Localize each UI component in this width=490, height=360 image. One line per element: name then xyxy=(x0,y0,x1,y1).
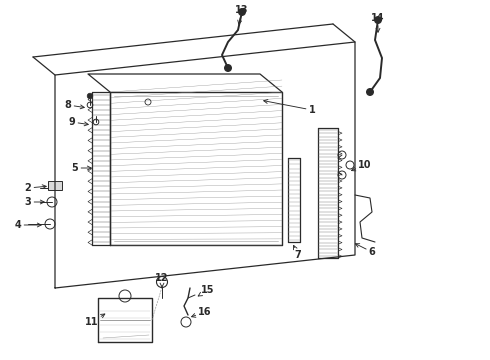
Circle shape xyxy=(224,64,232,72)
Text: 7: 7 xyxy=(294,246,301,260)
Text: 11: 11 xyxy=(85,314,105,327)
Text: 14: 14 xyxy=(371,13,385,32)
Text: 16: 16 xyxy=(192,307,212,317)
Text: 12: 12 xyxy=(155,273,169,287)
Text: 13: 13 xyxy=(235,5,249,24)
Circle shape xyxy=(238,8,246,16)
Text: 10: 10 xyxy=(351,160,372,171)
Text: 5: 5 xyxy=(72,163,91,173)
Circle shape xyxy=(366,88,374,96)
Text: 3: 3 xyxy=(24,197,44,207)
Circle shape xyxy=(374,16,382,24)
Text: 15: 15 xyxy=(198,285,215,296)
Text: 6: 6 xyxy=(355,244,375,257)
Bar xyxy=(48,181,62,190)
Text: 9: 9 xyxy=(69,117,88,127)
Text: 2: 2 xyxy=(24,183,46,193)
Text: 1: 1 xyxy=(264,99,316,115)
Circle shape xyxy=(87,93,93,99)
Text: 4: 4 xyxy=(15,220,41,230)
Text: 8: 8 xyxy=(65,100,84,110)
